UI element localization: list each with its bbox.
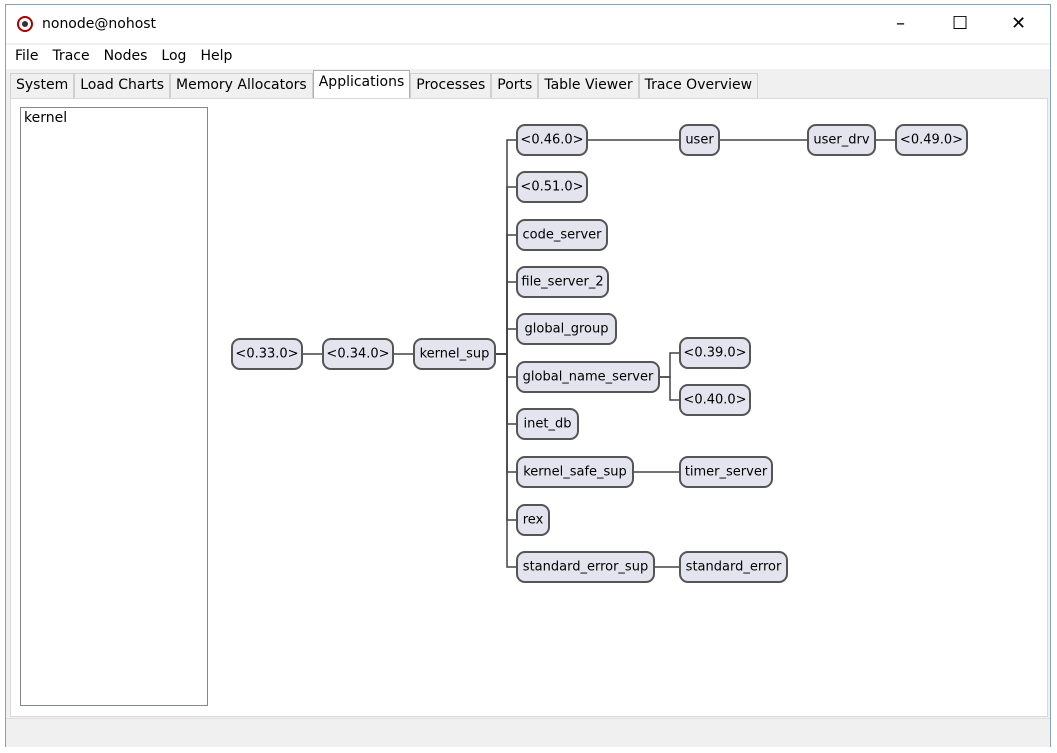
process-node[interactable] <box>679 124 720 156</box>
process-node[interactable] <box>231 338 303 370</box>
menu-item[interactable]: Help <box>200 48 233 64</box>
tab[interactable]: Memory Allocators <box>170 73 313 98</box>
process-node[interactable] <box>413 338 496 370</box>
process-label: rex <box>523 513 544 528</box>
process-label: kernel_safe_sup <box>523 465 627 480</box>
window-title: nonode@nohost <box>42 16 157 32</box>
tree-edge <box>659 352 680 378</box>
application-item[interactable]: kernel <box>24 110 68 126</box>
process-node[interactable] <box>516 219 608 251</box>
app-icon <box>17 16 33 32</box>
tree-edge <box>495 353 517 425</box>
process-label: file_server_2 <box>521 275 603 290</box>
process-label: timer_server <box>685 465 768 480</box>
process-label: code_server <box>522 228 602 243</box>
process-label: <0.49.0> <box>900 133 963 148</box>
tree-edge <box>495 281 517 355</box>
window: nonode@nohost – ☐ ✕ File Trace Nodes Log Hel… <box>5 4 1051 747</box>
tree-edge <box>495 353 517 378</box>
process-node[interactable] <box>322 338 394 370</box>
close-button[interactable]: ✕ <box>1011 13 1027 34</box>
process-node[interactable] <box>679 456 773 488</box>
tab[interactable]: Ports <box>491 73 539 98</box>
tree-edge <box>495 139 517 355</box>
status-bar <box>6 718 1050 747</box>
process-label: <0.34.0> <box>326 347 389 362</box>
process-label: standard_error_sup <box>523 560 648 575</box>
process-label: global_group <box>525 322 609 337</box>
menu-item[interactable]: Nodes <box>103 48 148 64</box>
process-label: user <box>685 133 714 148</box>
process-label: <0.40.0> <box>683 393 746 408</box>
process-node[interactable] <box>516 456 634 488</box>
process-node[interactable] <box>895 124 968 156</box>
tree-edge <box>495 353 517 521</box>
process-label: inet_db <box>524 417 572 432</box>
process-node[interactable] <box>516 408 579 440</box>
process-node[interactable] <box>516 124 588 156</box>
tab[interactable]: System <box>10 73 75 98</box>
application-list: kernel <box>20 107 208 706</box>
process-node[interactable] <box>516 313 617 345</box>
menu-item[interactable]: File <box>15 48 39 64</box>
process-label: <0.33.0> <box>235 347 298 362</box>
process-label: <0.39.0> <box>683 346 746 361</box>
process-node[interactable] <box>679 551 788 583</box>
process-label: kernel_sup <box>420 347 490 362</box>
tree-edge <box>659 376 680 401</box>
process-node[interactable] <box>679 384 751 416</box>
process-tree: <0.33.0> <0.34.0> kernel_sup <0.46.0> user us… <box>231 124 968 583</box>
tab[interactable]: Table Viewer <box>538 73 639 98</box>
tab[interactable]: Trace Overview <box>638 73 759 98</box>
maximize-button[interactable]: ☐ <box>952 13 969 34</box>
menu-item[interactable]: Log <box>161 48 187 64</box>
process-label: <0.51.0> <box>520 180 583 195</box>
process-node[interactable] <box>516 171 588 203</box>
menu-item[interactable]: Trace <box>52 48 90 64</box>
process-node[interactable] <box>516 551 655 583</box>
process-node[interactable] <box>516 504 550 536</box>
menu-bar: File Trace Nodes Log Help <box>6 45 1050 69</box>
tab[interactable]: Applications <box>312 70 411 98</box>
process-label: standard_error <box>686 560 782 575</box>
process-node[interactable] <box>807 124 876 156</box>
tree-edge <box>495 328 517 355</box>
tree-edge <box>495 353 517 568</box>
process-label: <0.46.0> <box>520 133 583 148</box>
tab[interactable]: Processes <box>410 73 492 98</box>
process-node[interactable] <box>516 266 609 298</box>
tree-edge <box>495 353 517 473</box>
title-bar: nonode@nohost – ☐ ✕ <box>6 5 1050 43</box>
process-node[interactable] <box>516 361 660 393</box>
minimize-button[interactable]: – <box>896 13 905 34</box>
tree-edge <box>495 234 517 355</box>
process-node[interactable] <box>679 337 751 369</box>
process-label: user_drv <box>813 133 869 148</box>
tab-bar: System Load Charts Memory Allocators Applic… <box>10 70 759 98</box>
tab[interactable]: Load Charts <box>74 73 171 98</box>
process-label: global_name_server <box>523 370 654 385</box>
applications-panel: kernel <0.33.0> <0.34.0> kernel_sup <0.46.0… <box>10 98 1048 717</box>
